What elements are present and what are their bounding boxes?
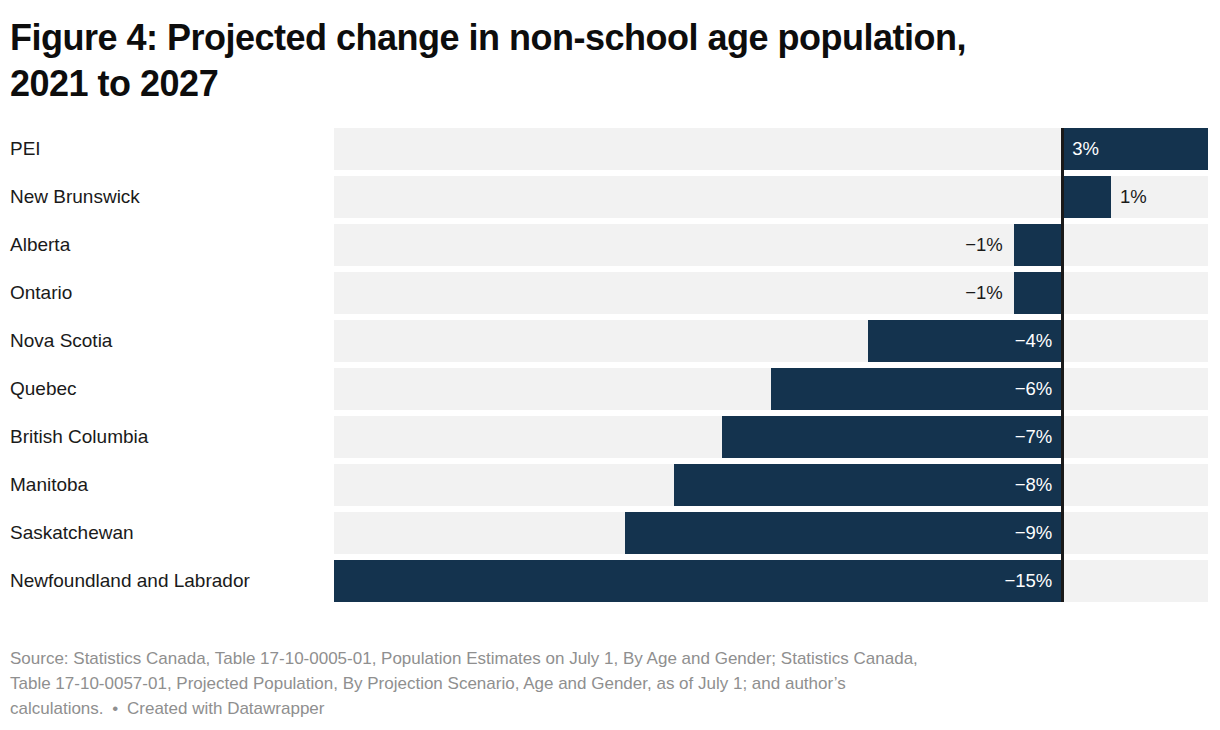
bar-row: PEI 3% [10, 128, 1208, 170]
category-label: Quebec [10, 368, 334, 410]
bar-track: 1% [334, 176, 1208, 218]
bar-track: −15% [334, 560, 1208, 602]
value-label: −8% [1015, 474, 1053, 496]
bar-row: British Columbia −7% [10, 416, 1208, 458]
source-line-1: Source: Statistics Canada, Table 17-10-0… [10, 646, 1208, 671]
bar: −7% [722, 416, 1062, 458]
bar [1014, 272, 1063, 314]
source-note: Source: Statistics Canada, Table 17-10-0… [10, 646, 1208, 721]
bar-rows: PEI 3% New Brunswick 1% Alberta −1% Onta… [10, 128, 1208, 602]
category-label: Saskatchewan [10, 512, 334, 554]
bar-row: Quebec −6% [10, 368, 1208, 410]
bar-row: Alberta −1% [10, 224, 1208, 266]
source-line-3-text: calculations. [10, 699, 104, 718]
category-label: Alberta [10, 224, 334, 266]
value-label: −7% [1015, 426, 1053, 448]
bar [1062, 176, 1111, 218]
value-label: −4% [1015, 330, 1053, 352]
footer-separator: • [112, 699, 118, 718]
category-label: Ontario [10, 272, 334, 314]
bar-row: Manitoba −8% [10, 464, 1208, 506]
chart-title-line-1: Figure 4: Projected change in non-school… [10, 15, 1208, 61]
chart-title: Figure 4: Projected change in non-school… [10, 15, 1208, 107]
bar-track: 3% [334, 128, 1208, 170]
bar-row: Saskatchewan −9% [10, 512, 1208, 554]
bar: −4% [868, 320, 1062, 362]
category-label: Nova Scotia [10, 320, 334, 362]
datawrapper-chart: Figure 4: Projected change in non-school… [0, 15, 1220, 730]
category-label: British Columbia [10, 416, 334, 458]
value-label: 1% [1120, 176, 1147, 218]
bar: −15% [334, 560, 1062, 602]
bar-row: New Brunswick 1% [10, 176, 1208, 218]
chart-title-line-2: 2021 to 2027 [10, 61, 1208, 107]
category-label: New Brunswick [10, 176, 334, 218]
value-label: −1% [965, 224, 1003, 266]
bar-track: −9% [334, 512, 1208, 554]
value-label: −1% [965, 272, 1003, 314]
bar-track: −1% [334, 224, 1208, 266]
value-label: −15% [1004, 570, 1052, 592]
zero-axis-line [1061, 128, 1064, 602]
value-label: −9% [1015, 522, 1053, 544]
bar-row: Nova Scotia −4% [10, 320, 1208, 362]
source-line-2: Table 17-10-0057-01, Projected Populatio… [10, 671, 1208, 696]
source-line-3: calculations. • Created with Datawrapper [10, 696, 1208, 721]
bar-track: −6% [334, 368, 1208, 410]
category-label: Manitoba [10, 464, 334, 506]
category-label: PEI [10, 128, 334, 170]
bar: −6% [771, 368, 1062, 410]
value-label: 3% [1072, 138, 1099, 160]
bar: −9% [625, 512, 1062, 554]
bar-track: −8% [334, 464, 1208, 506]
bar-track: −7% [334, 416, 1208, 458]
category-label: Newfoundland and Labrador [10, 560, 334, 602]
bar: 3% [1062, 128, 1208, 170]
datawrapper-byline-link[interactable]: Created with Datawrapper [127, 699, 324, 718]
bar-row: Ontario −1% [10, 272, 1208, 314]
bar [1014, 224, 1063, 266]
bar-track: −4% [334, 320, 1208, 362]
bar-track: −1% [334, 272, 1208, 314]
bar-row: Newfoundland and Labrador −15% [10, 560, 1208, 602]
value-label: −6% [1015, 378, 1053, 400]
bar: −8% [674, 464, 1062, 506]
